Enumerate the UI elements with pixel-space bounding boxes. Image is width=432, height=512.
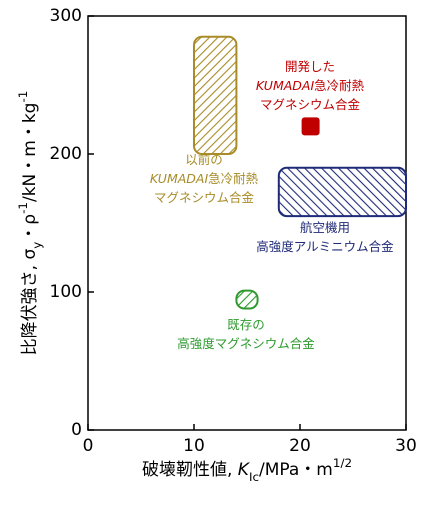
y-tick-label: 200 <box>50 144 82 164</box>
plot-frame <box>87 15 407 431</box>
text-segment: 1/2 <box>333 456 352 470</box>
text-segment: 高強度アルミニウム合金 <box>256 239 394 254</box>
text-segment: -1 <box>16 91 30 103</box>
text-segment: KUMADAI <box>256 78 315 93</box>
annotation: マグネシウム合金 <box>260 97 361 112</box>
y-axis-label: 比降伏強さ, σy・ρ-1/kN・m・kg-1 <box>16 91 44 356</box>
annotation: KUMADAI急冷耐熱 <box>150 171 259 186</box>
text-segment: マグネシウム合金 <box>154 190 255 205</box>
annotation: 航空機用 <box>300 220 350 235</box>
x-axis-label: 破壊靭性値, KIc/MPa・m1/2 <box>142 456 352 484</box>
text-segment: 急冷耐熱 <box>314 78 365 93</box>
x-tick-label: 0 <box>83 436 94 456</box>
text-segment: Ic <box>249 470 259 484</box>
x-tick-label: 10 <box>183 436 205 456</box>
text-segment: 航空機用 <box>300 220 350 235</box>
annotation: 高強度マグネシウム合金 <box>177 336 315 351</box>
text-segment: 開発した <box>285 59 335 74</box>
text-segment: 破壊靭性値, <box>142 460 238 480</box>
point <box>301 117 320 136</box>
text-segment: KUMADAI <box>150 171 209 186</box>
text-segment: 比降伏強さ, σ <box>20 249 40 356</box>
y-tick-label: 300 <box>50 6 82 26</box>
text-segment: 急冷耐熱 <box>208 171 259 186</box>
annotation: 以前の <box>185 152 223 167</box>
x-tick-label: 20 <box>289 436 311 456</box>
x-tick-label: 30 <box>395 436 417 456</box>
text-segment: ・ρ <box>20 214 40 242</box>
text-segment: 既存の <box>227 317 265 332</box>
annotation: 開発した <box>285 59 335 74</box>
region <box>193 35 238 156</box>
annotation: KUMADAI急冷耐熱 <box>256 78 365 93</box>
y-tick-label: 0 <box>71 420 82 440</box>
annotation: マグネシウム合金 <box>154 190 255 205</box>
text-segment: K <box>238 460 251 480</box>
region <box>235 289 259 310</box>
annotation: 既存の <box>227 317 265 332</box>
text-segment: -1 <box>16 202 30 214</box>
text-segment: /MPa・m <box>259 460 333 480</box>
text-segment: y <box>30 242 44 249</box>
region <box>277 166 407 218</box>
y-tick-label: 100 <box>50 282 82 302</box>
annotation: 高強度アルミニウム合金 <box>256 239 394 254</box>
text-segment: マグネシウム合金 <box>260 97 361 112</box>
text-segment: 以前の <box>185 152 223 167</box>
text-segment: 高強度マグネシウム合金 <box>177 336 315 351</box>
text-segment: /kN・m・kg <box>20 103 40 203</box>
